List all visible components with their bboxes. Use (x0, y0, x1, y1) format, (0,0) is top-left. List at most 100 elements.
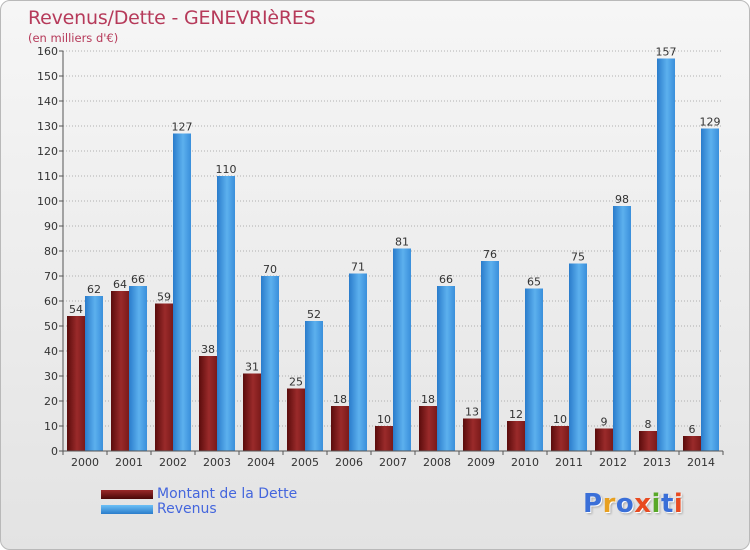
legend-swatch-debt (101, 490, 153, 499)
x-tick-label: 2010 (511, 456, 539, 469)
bars (67, 58, 719, 451)
x-tick-label: 2004 (247, 456, 275, 469)
value-label-revenue-2007: 81 (395, 236, 409, 249)
bar-revenue-2001 (129, 286, 147, 451)
bar-revenue-2011 (569, 263, 587, 451)
x-tick-label: 2012 (599, 456, 627, 469)
value-label-revenue-2006: 71 (351, 261, 365, 274)
x-tick-label: 2011 (555, 456, 583, 469)
value-label-revenue-2010: 65 (527, 276, 541, 289)
value-label-debt-2010: 12 (509, 408, 523, 421)
x-tick-label: 2014 (687, 456, 715, 469)
value-label-debt-2011: 10 (553, 413, 567, 426)
value-label-revenue-2002: 127 (172, 121, 193, 134)
value-label-debt-2004: 31 (245, 361, 259, 374)
bar-debt-2013 (639, 431, 657, 451)
y-tick-label: 100 (37, 195, 58, 208)
y-tick-label: 10 (44, 420, 58, 433)
bar-revenue-2005 (305, 321, 323, 451)
bar-debt-2000 (67, 316, 85, 451)
y-tick-label: 80 (44, 245, 58, 258)
y-tick-label: 50 (44, 320, 58, 333)
value-label-revenue-2004: 70 (263, 263, 277, 276)
proxiti-logo: Proxiti (583, 489, 683, 519)
bar-debt-2014 (683, 436, 701, 451)
value-label-debt-2003: 38 (201, 343, 215, 356)
value-label-debt-2008: 18 (421, 393, 435, 406)
y-tick-label: 70 (44, 270, 58, 283)
value-label-debt-2009: 13 (465, 406, 479, 419)
y-tick-label: 130 (37, 120, 58, 133)
bar-revenue-2010 (525, 288, 543, 451)
value-label-revenue-2014: 129 (700, 116, 721, 129)
x-tick-label: 2013 (643, 456, 671, 469)
y-tick-label: 90 (44, 220, 58, 233)
x-tick-label: 2009 (467, 456, 495, 469)
y-tick-label: 30 (44, 370, 58, 383)
y-tick-label: 20 (44, 395, 58, 408)
bar-debt-2010 (507, 421, 525, 451)
x-tick-label: 2002 (159, 456, 187, 469)
value-label-debt-2005: 25 (289, 376, 303, 389)
x-tick-label: 2000 (71, 456, 99, 469)
value-label-revenue-2008: 66 (439, 273, 453, 286)
bar-revenue-2007 (393, 248, 411, 451)
value-label-revenue-2013: 157 (656, 46, 677, 59)
y-tick-label: 0 (51, 445, 58, 458)
bar-revenue-2012 (613, 206, 631, 451)
logo-letter: i (651, 489, 661, 519)
bar-revenue-2002 (173, 133, 191, 451)
bar-revenue-2009 (481, 261, 499, 451)
y-tick-label: 150 (37, 70, 58, 83)
x-tick-label: 2005 (291, 456, 319, 469)
value-label-debt-2001: 64 (113, 278, 127, 291)
x-tick-label: 2003 (203, 456, 231, 469)
bar-revenue-2008 (437, 286, 455, 451)
value-label-debt-2007: 10 (377, 413, 391, 426)
x-tick-label: 2007 (379, 456, 407, 469)
chart-title: Revenus/Dette - GENEVRIèRES (28, 7, 316, 29)
logo-letter: t (660, 489, 674, 519)
legend-swatch-revenue (101, 505, 153, 514)
value-label-debt-2013: 8 (645, 418, 652, 431)
bar-debt-2011 (551, 426, 569, 451)
value-label-debt-2000: 54 (69, 303, 83, 316)
logo-letter: i (673, 489, 684, 519)
logo-letter: r (602, 489, 616, 519)
bar-debt-2004 (243, 373, 261, 451)
value-label-revenue-2009: 76 (483, 248, 497, 261)
bar-debt-2008 (419, 406, 437, 451)
bar-revenue-2013 (657, 58, 675, 451)
value-label-debt-2012: 9 (601, 416, 608, 429)
legend-label-debt: Montant de la Dette (157, 486, 298, 502)
value-label-revenue-2005: 52 (307, 308, 321, 321)
bar-debt-2012 (595, 428, 613, 451)
y-tick-label: 40 (44, 345, 58, 358)
bar-debt-2006 (331, 406, 349, 451)
value-label-revenue-2000: 62 (87, 283, 101, 296)
x-tick-label: 2001 (115, 456, 143, 469)
x-tick-label: 2008 (423, 456, 451, 469)
value-label-revenue-2001: 66 (131, 273, 145, 286)
y-tick-label: 120 (37, 145, 58, 158)
bar-revenue-2006 (349, 273, 367, 451)
value-label-revenue-2012: 98 (615, 193, 629, 206)
y-tick-label: 110 (37, 170, 58, 183)
y-tick-label: 60 (44, 295, 58, 308)
chart-subtitle: (en milliers d'€) (28, 31, 119, 45)
value-label-revenue-2011: 75 (571, 251, 585, 264)
bar-revenue-2000 (85, 296, 103, 451)
value-label-debt-2014: 6 (689, 423, 696, 436)
y-tick-label: 140 (37, 95, 58, 108)
bar-revenue-2014 (701, 128, 719, 451)
logo-letter: o (615, 489, 635, 519)
bar-revenue-2003 (217, 176, 235, 451)
legend-label-revenue: Revenus (157, 501, 217, 517)
value-label-debt-2002: 59 (157, 291, 171, 304)
bar-debt-2007 (375, 426, 393, 451)
axes: 0 10 20 30 40 50 60 70 80 90 100 110 120 130 140 150 160… (37, 45, 724, 469)
bar-debt-2001 (111, 291, 129, 451)
